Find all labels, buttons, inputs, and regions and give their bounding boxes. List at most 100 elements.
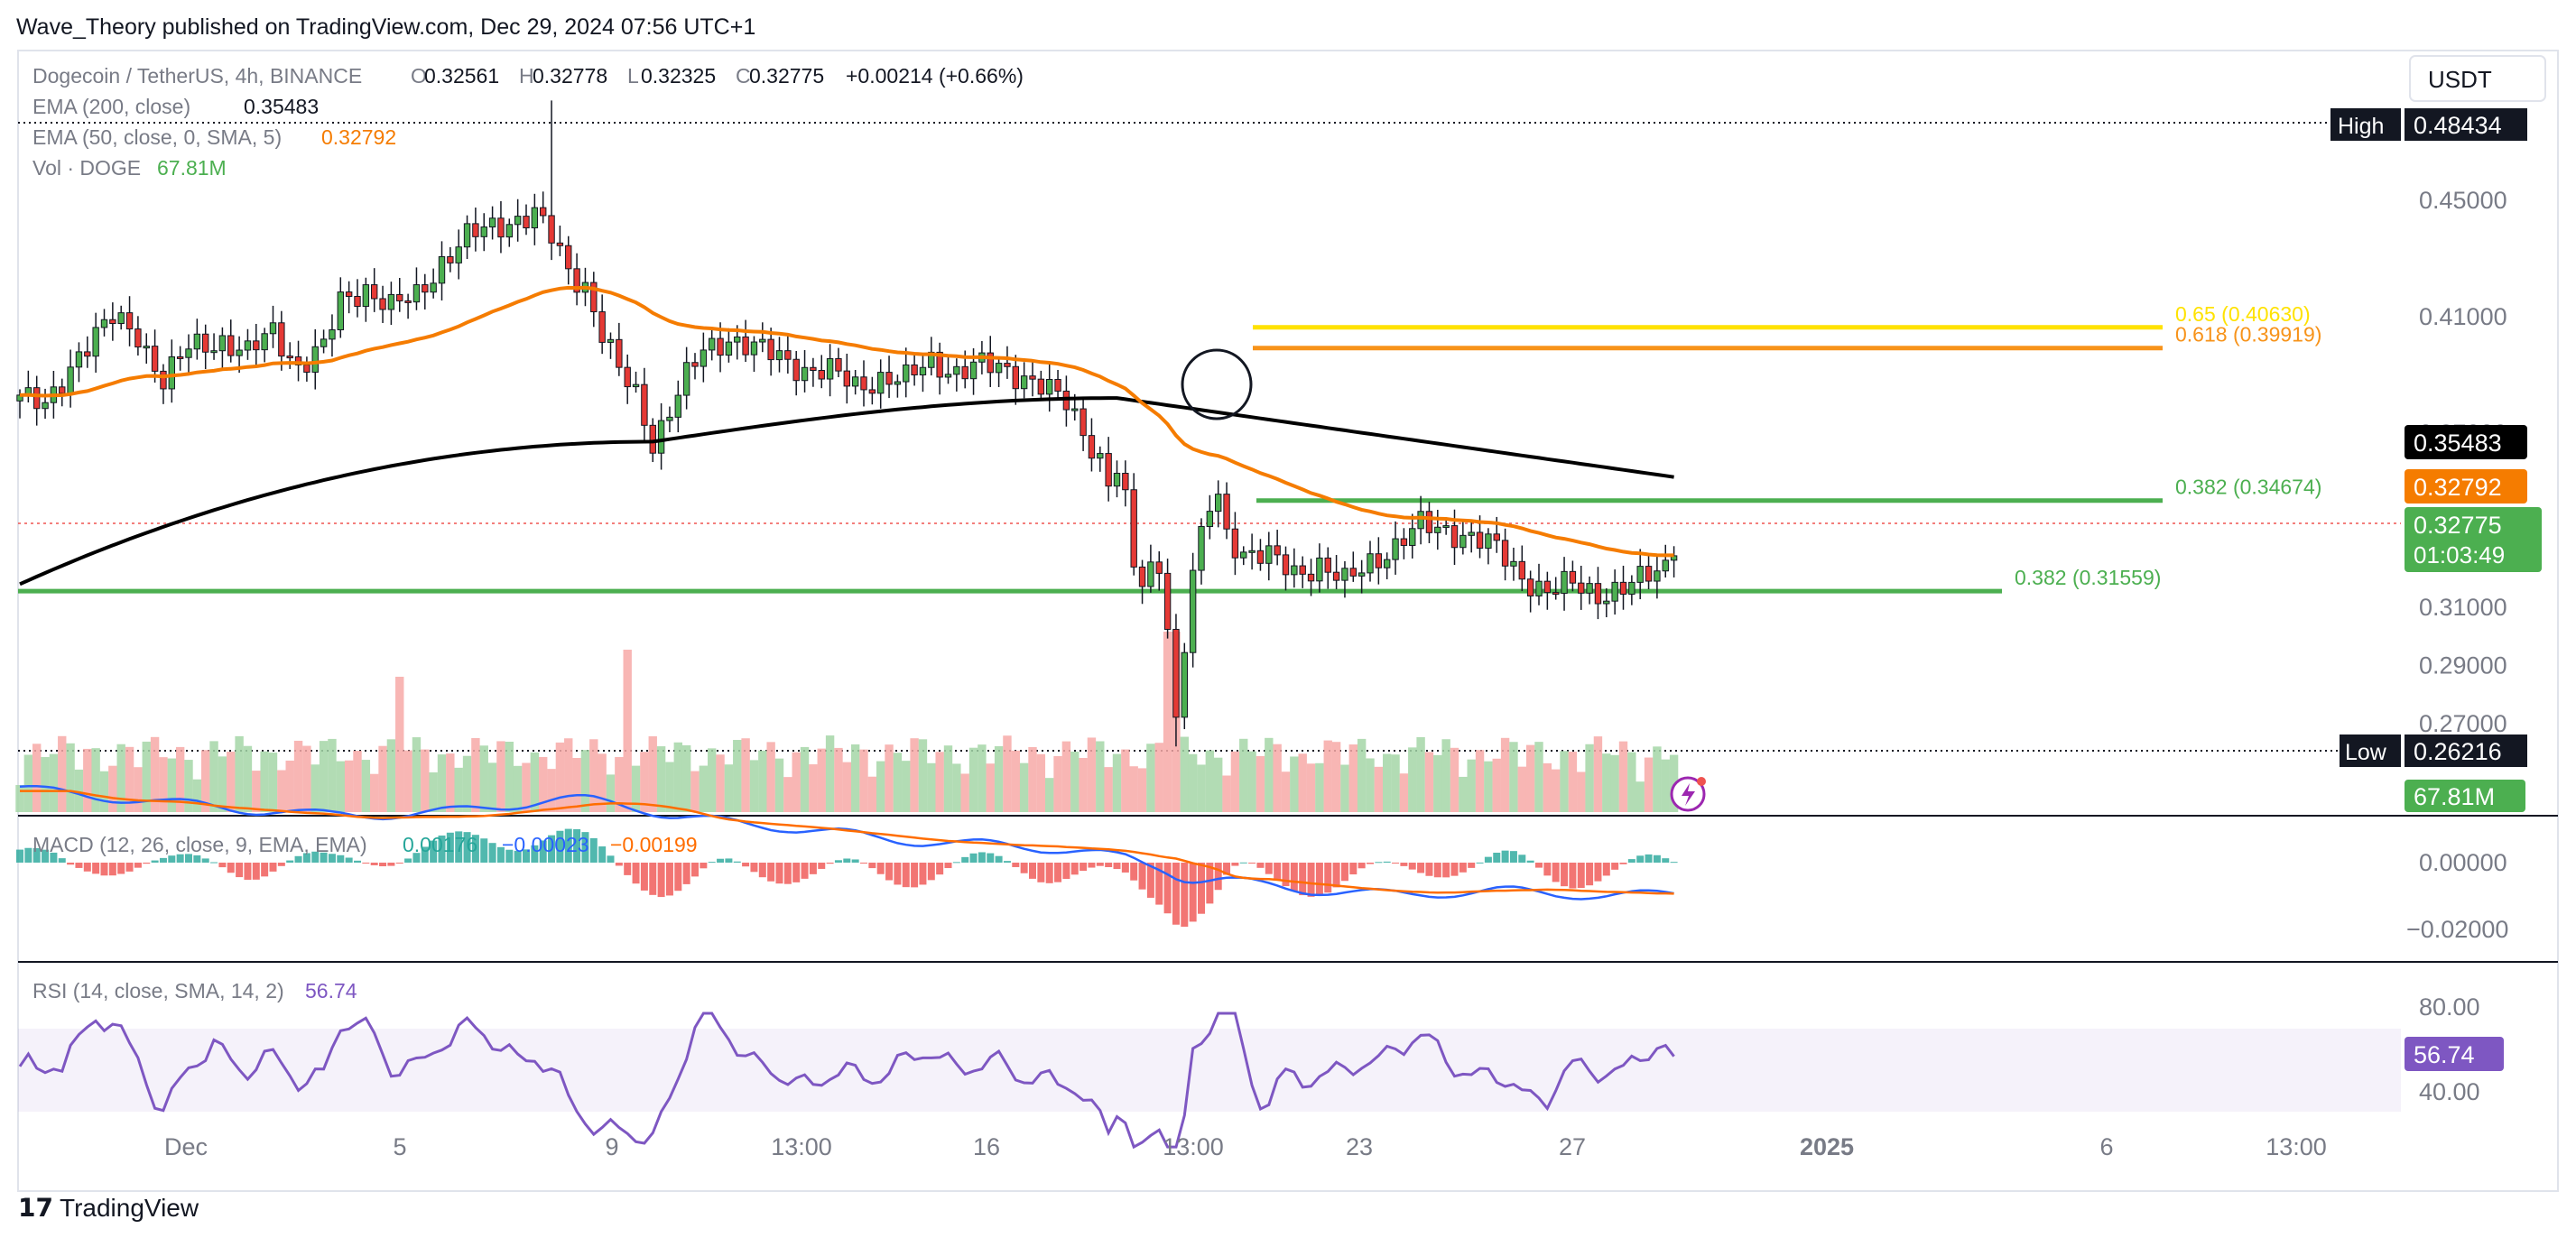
candle[interactable] [354, 279, 361, 318]
candle[interactable] [134, 316, 142, 356]
candle[interactable] [1611, 569, 1618, 615]
candle[interactable] [1384, 552, 1391, 579]
candle[interactable] [1198, 518, 1205, 585]
candle[interactable] [1468, 520, 1475, 553]
candle[interactable] [294, 340, 302, 382]
candle[interactable] [818, 355, 825, 389]
candle[interactable] [202, 324, 209, 370]
candle[interactable] [143, 333, 150, 365]
candle[interactable] [185, 334, 192, 374]
candle[interactable] [84, 336, 91, 368]
candle[interactable] [641, 367, 648, 443]
candle[interactable] [151, 329, 159, 383]
candle[interactable] [1307, 559, 1315, 596]
candle[interactable] [24, 370, 32, 402]
legend-ema50[interactable]: EMA (50, close, 0, SMA, 5) 0.32792 [32, 125, 396, 149]
candle[interactable] [320, 329, 328, 354]
candle[interactable] [928, 337, 935, 376]
candle[interactable] [168, 339, 176, 403]
candle[interactable] [894, 374, 902, 398]
candle[interactable] [497, 200, 505, 254]
fib-levels[interactable]: 0.65 (0.40630)0.618 (0.39919) 0.382 (0.34… [18, 302, 2321, 594]
candle[interactable] [1569, 560, 1577, 592]
legend-volume[interactable]: Vol · DOGE 67.81M [32, 156, 227, 180]
candle[interactable] [598, 294, 606, 355]
candle[interactable] [1628, 575, 1635, 605]
candle[interactable] [311, 328, 319, 390]
candle[interactable] [1594, 567, 1602, 620]
candle[interactable] [674, 380, 681, 433]
candle[interactable] [463, 215, 471, 260]
candle[interactable] [253, 323, 260, 366]
ema50-line[interactable] [19, 285, 1674, 558]
candle[interactable] [1223, 482, 1230, 540]
candle[interactable] [969, 348, 978, 395]
candle[interactable] [1670, 546, 1678, 577]
candle[interactable] [784, 334, 792, 374]
candle[interactable] [329, 314, 336, 357]
candle[interactable] [1367, 540, 1374, 582]
candle[interactable] [953, 358, 960, 392]
candle[interactable] [1316, 543, 1323, 593]
candle[interactable] [1037, 370, 1045, 402]
candle[interactable] [278, 310, 285, 371]
candle[interactable] [218, 327, 227, 369]
candle[interactable] [345, 281, 353, 314]
candle[interactable] [851, 369, 859, 395]
candle[interactable] [1586, 576, 1593, 605]
candle[interactable] [548, 100, 555, 261]
candle[interactable] [1526, 570, 1534, 613]
candle[interactable] [1088, 418, 1096, 472]
candle[interactable] [1603, 588, 1610, 618]
candle[interactable] [1231, 512, 1239, 576]
candle[interactable] [1113, 460, 1121, 498]
candle[interactable] [1654, 556, 1661, 599]
candle[interactable] [987, 336, 994, 387]
candle[interactable] [210, 333, 218, 360]
candle[interactable] [868, 376, 876, 405]
candle[interactable] [125, 296, 134, 346]
candle[interactable] [835, 347, 842, 378]
candle[interactable] [488, 206, 496, 240]
candle[interactable] [1518, 545, 1525, 592]
candle[interactable] [1206, 494, 1214, 540]
candle[interactable] [422, 273, 429, 310]
candle[interactable] [657, 402, 665, 470]
candle[interactable] [160, 364, 167, 404]
candle[interactable] [1130, 473, 1137, 576]
candle[interactable] [1662, 544, 1669, 577]
candle[interactable] [843, 353, 850, 404]
candle[interactable] [885, 356, 893, 399]
candle[interactable] [666, 406, 673, 432]
candle[interactable] [801, 349, 809, 393]
candle[interactable] [1459, 522, 1467, 555]
candle[interactable] [759, 322, 766, 353]
candle[interactable] [936, 342, 943, 395]
candle[interactable] [1400, 528, 1408, 559]
candle[interactable] [556, 225, 564, 256]
candle[interactable] [447, 246, 454, 273]
candle[interactable] [792, 350, 800, 396]
candle[interactable] [1375, 537, 1383, 585]
candle[interactable] [412, 267, 421, 310]
candle[interactable] [1349, 551, 1357, 582]
candle[interactable] [438, 241, 446, 300]
candle[interactable] [1282, 546, 1290, 591]
macd-pane[interactable]: MACD (12, 26, close, 9, EMA, EMA) 0.0017… [16, 784, 2508, 943]
candle[interactable] [616, 322, 623, 376]
candle[interactable] [75, 342, 83, 383]
candle[interactable] [1274, 530, 1281, 566]
candle[interactable] [540, 191, 547, 224]
candle[interactable] [607, 332, 615, 359]
tradingview-logo[interactable]: 𝟭𝟳 TradingView [18, 1194, 199, 1222]
candle[interactable] [1645, 555, 1653, 589]
candle[interactable] [371, 268, 378, 312]
candle[interactable] [227, 319, 235, 363]
candle[interactable] [1299, 556, 1306, 588]
candle[interactable] [1357, 559, 1366, 594]
time-axis[interactable]: Dec 5 9 13:00 16 13:00 23 27 2025 6 13:00 [164, 1133, 2327, 1160]
candle[interactable] [269, 305, 277, 348]
candle[interactable] [1535, 563, 1543, 605]
candle[interactable] [1155, 551, 1163, 591]
candle[interactable] [531, 193, 539, 245]
